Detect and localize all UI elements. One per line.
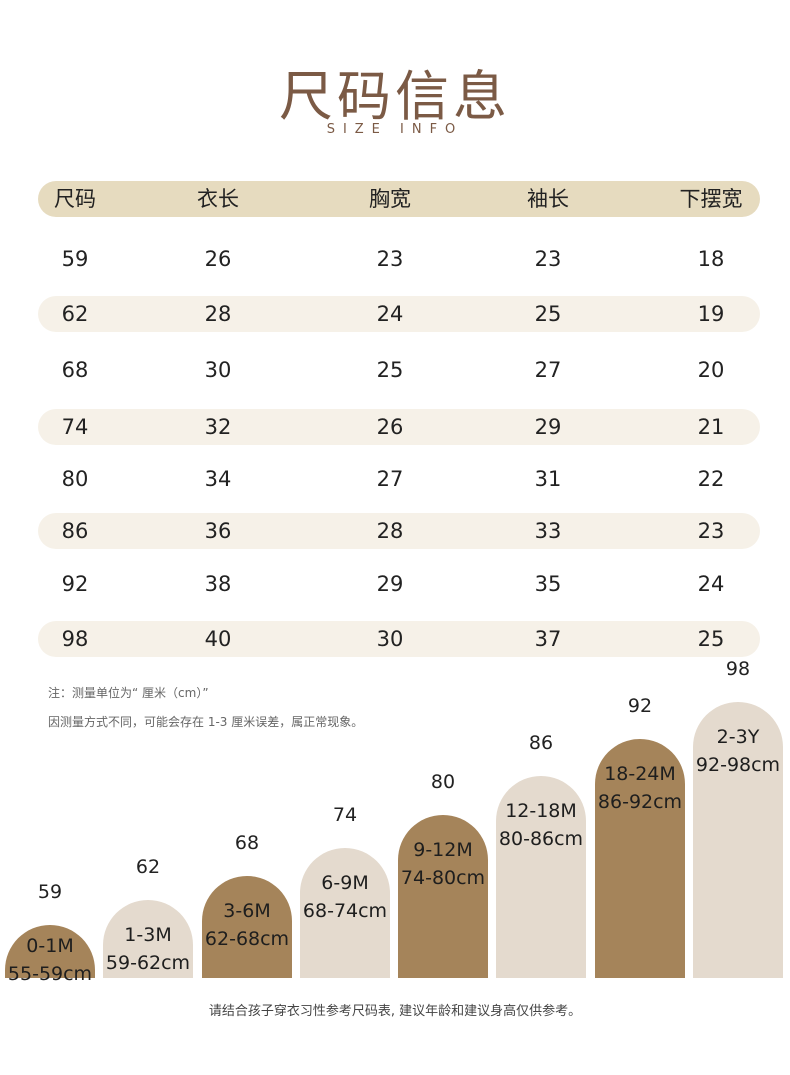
height-range: 80-86cm — [498, 828, 584, 850]
size-arch: 0-1M 55-59cm — [5, 925, 95, 985]
height-range: 55-59cm — [7, 963, 93, 985]
table-row: 62 28 24 25 19 — [38, 296, 760, 332]
table-cell: 80 — [61, 467, 89, 491]
table-cell: 28 — [376, 519, 404, 543]
arch-size-label: 68 — [234, 832, 260, 854]
height-range: 92-98cm — [695, 754, 781, 776]
table-row: 68 30 25 27 20 — [38, 352, 760, 388]
table-cell: 35 — [534, 572, 562, 596]
arch-size-label: 86 — [528, 732, 554, 754]
column-header: 袖长 — [527, 187, 569, 211]
table-cell: 32 — [204, 415, 232, 439]
age-range: 18-24M — [604, 763, 676, 785]
table-cell: 26 — [376, 415, 404, 439]
table-cell: 29 — [534, 415, 562, 439]
table-cell: 37 — [534, 627, 562, 651]
table-cell: 20 — [697, 358, 725, 382]
table-row: 74 32 26 29 21 — [38, 409, 760, 445]
size-arch: 2-3Y 92-98cm — [693, 702, 783, 978]
arch-size-label: 80 — [430, 771, 456, 793]
table-row: 86 36 28 33 23 — [38, 513, 760, 549]
table-row: 98 40 30 37 25 — [38, 621, 760, 657]
table-cell: 27 — [534, 358, 562, 382]
arch-size-label: 92 — [627, 695, 653, 717]
table-cell: 18 — [697, 247, 725, 271]
table-row: 59 26 23 23 18 — [38, 241, 760, 277]
age-range: 1-3M — [124, 924, 172, 946]
table-cell: 74 — [61, 415, 89, 439]
table-cell: 98 — [61, 627, 89, 651]
table-cell: 68 — [61, 358, 89, 382]
table-cell: 62 — [61, 302, 89, 326]
table-cell: 33 — [534, 519, 562, 543]
height-range: 59-62cm — [105, 952, 191, 974]
height-range: 68-74cm — [302, 900, 388, 922]
table-cell: 28 — [204, 302, 232, 326]
age-range: 2-3Y — [716, 726, 760, 748]
height-range: 86-92cm — [597, 791, 683, 813]
table-cell: 40 — [204, 627, 232, 651]
age-range: 9-12M — [413, 839, 473, 861]
arch-size-label: 98 — [725, 658, 751, 680]
age-range: 12-18M — [505, 800, 577, 822]
table-cell: 34 — [204, 467, 232, 491]
size-arch: 18-24M 86-92cm — [595, 739, 685, 978]
size-arch: 9-12M 74-80cm — [398, 815, 488, 978]
age-range: 3-6M — [223, 900, 271, 922]
page-subtitle: SIZE INFO — [326, 122, 464, 137]
table-cell: 23 — [697, 519, 725, 543]
table-cell: 21 — [697, 415, 725, 439]
column-header: 尺码 — [54, 187, 96, 211]
age-range: 0-1M — [26, 935, 74, 957]
table-cell: 25 — [376, 358, 404, 382]
column-header: 胸宽 — [369, 187, 411, 211]
table-row: 92 38 29 35 24 — [38, 566, 760, 602]
note-error: 因测量方式不同，可能会存在 1-3 厘米误差，属正常现象。 — [48, 715, 364, 729]
table-cell: 31 — [534, 467, 562, 491]
footer-note: 请结合孩子穿衣习性参考尺码表, 建议年龄和建议身高仅供参考。 — [208, 1004, 582, 1019]
table-header: 尺码 衣长 胸宽 袖长 下摆宽 — [38, 181, 760, 217]
column-header: 下摆宽 — [679, 187, 743, 211]
table-row: 80 34 27 31 22 — [38, 461, 760, 497]
table-cell: 30 — [204, 358, 232, 382]
table-cell: 38 — [204, 572, 232, 596]
size-arch: 12-18M 80-86cm — [496, 776, 586, 978]
table-cell: 25 — [534, 302, 562, 326]
table-cell: 26 — [204, 247, 232, 271]
arch-size-label: 62 — [135, 856, 161, 878]
table-cell: 92 — [61, 572, 89, 596]
page-title: 尺码信息 — [279, 65, 511, 128]
table-cell: 19 — [697, 302, 725, 326]
arch-size-label: 59 — [37, 881, 63, 903]
table-cell: 86 — [61, 519, 89, 543]
table-cell: 23 — [534, 247, 562, 271]
height-range: 62-68cm — [204, 928, 290, 950]
table-cell: 29 — [376, 572, 404, 596]
table-cell: 27 — [376, 467, 404, 491]
size-arch: 1-3M 59-62cm — [103, 900, 193, 978]
height-range: 74-80cm — [400, 867, 486, 889]
table-cell: 23 — [376, 247, 404, 271]
table-cell: 36 — [204, 519, 232, 543]
note-unit: 注：测量单位为“ 厘米（cm）” — [48, 686, 209, 700]
table-cell: 22 — [697, 467, 725, 491]
column-header: 衣长 — [197, 187, 239, 211]
size-arch: 6-9M 68-74cm — [300, 848, 390, 978]
table-cell: 25 — [697, 627, 725, 651]
age-range: 6-9M — [321, 872, 369, 894]
table-cell: 24 — [376, 302, 404, 326]
arch-size-label: 74 — [332, 804, 358, 826]
table-cell: 59 — [61, 247, 89, 271]
size-arch: 3-6M 62-68cm — [202, 876, 292, 978]
table-cell: 24 — [697, 572, 725, 596]
table-cell: 30 — [376, 627, 404, 651]
